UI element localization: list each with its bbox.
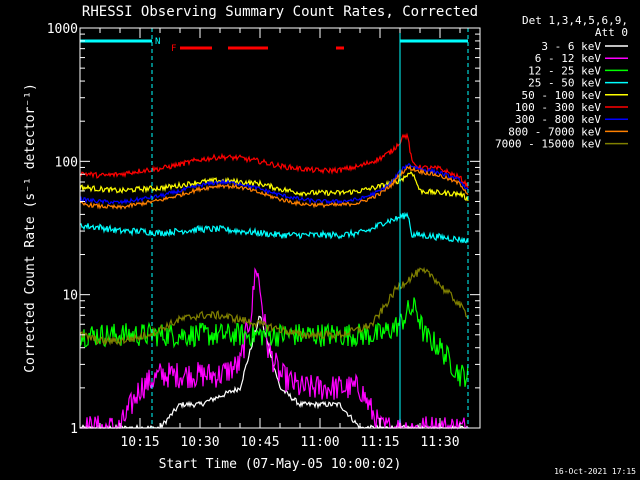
series-line-8 (79, 164, 469, 211)
legend-label-5: 50 - 100 keV (522, 89, 602, 102)
legend-label-8: 800 - 7000 keV (508, 125, 601, 138)
y-tick-label: 100 (55, 155, 78, 170)
series-line-4 (79, 211, 469, 244)
x-tick-label: 11:30 (420, 435, 459, 450)
legend-label-2: 6 - 12 keV (535, 52, 602, 65)
y-tick-label: 10 (62, 289, 78, 304)
x-tick-label: 10:45 (240, 435, 279, 450)
y-axis-label: Corrected Count Rate (s⁻¹ detector⁻¹) (23, 83, 38, 373)
legend-label-4: 25 - 50 keV (528, 77, 601, 90)
x-tick-label: 10:15 (120, 435, 159, 450)
legend-label-7: 300 - 800 keV (515, 113, 601, 126)
y-tick-label: 1 (70, 422, 78, 437)
x-tick-label: 11:15 (360, 435, 399, 450)
flare-label: F (171, 44, 176, 54)
series-line-5 (79, 171, 469, 202)
plot-footer: 16-Oct-2021 17:15 (554, 467, 636, 476)
series-line-6 (79, 132, 469, 189)
legend-label-6: 100 - 300 keV (515, 101, 601, 114)
x-tick-label: 10:30 (180, 435, 219, 450)
night-label: N (155, 37, 160, 47)
legend-label-9: 7000 - 15000 keV (495, 138, 601, 151)
chart-title: RHESSI Observing Summary Count Rates, Co… (82, 4, 478, 20)
legend-label-1: 3 - 6 keV (541, 40, 601, 53)
series-line-7 (79, 162, 469, 205)
y-tick-label: 1000 (47, 22, 78, 37)
legend-header-2: Att 0 (595, 26, 628, 39)
legend-header-1: Det 1,3,4,5,6,9, (522, 14, 628, 27)
legend-label-3: 12 - 25 keV (528, 64, 601, 77)
series-line-9 (79, 266, 469, 347)
x-axis-label: Start Time (07-May-05 10:00:02) (159, 457, 402, 472)
x-tick-label: 11:00 (300, 435, 339, 450)
